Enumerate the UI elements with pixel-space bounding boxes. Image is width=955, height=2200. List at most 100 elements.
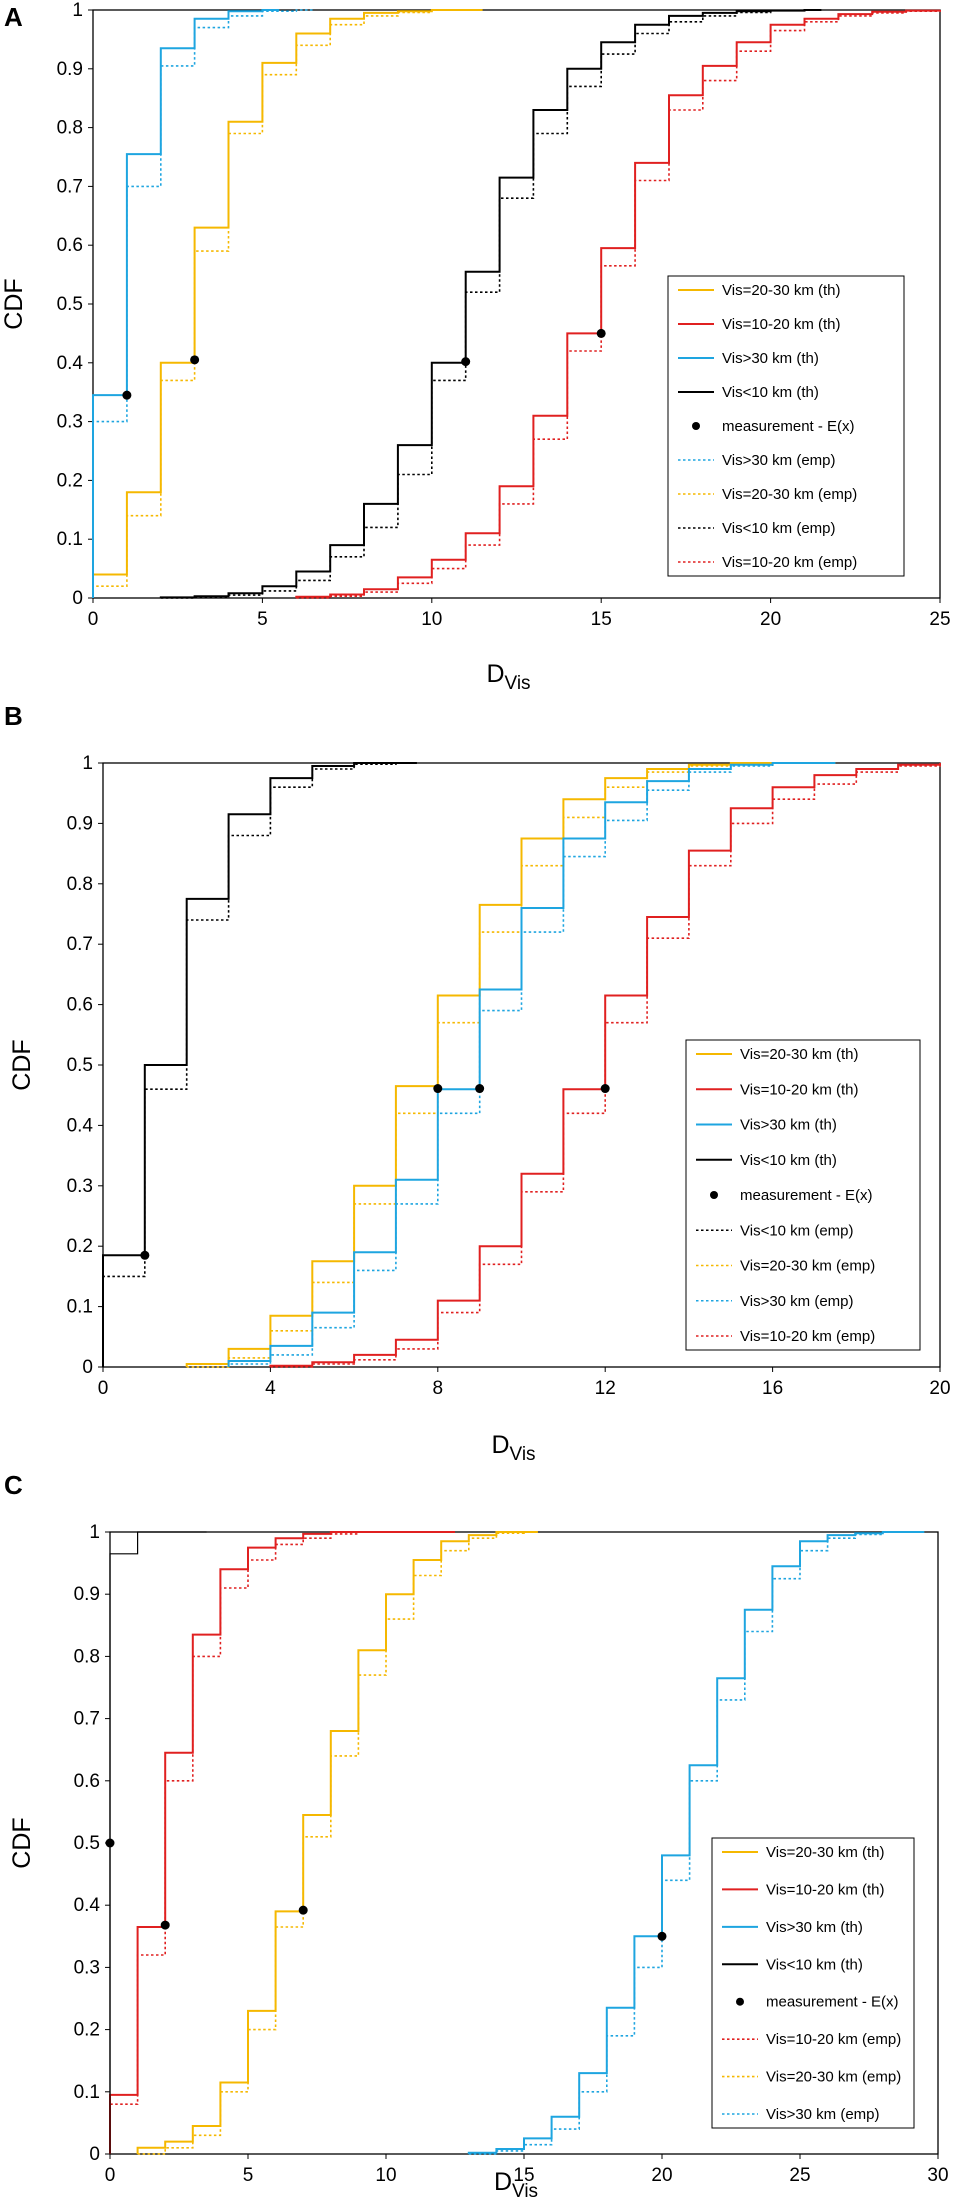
series-vis-20-30-km-th — [92, 9, 483, 598]
legend-label: Vis=10-20 km (th) — [722, 316, 841, 333]
y-tick-label: 0.5 — [57, 294, 83, 315]
measurement-point — [475, 1084, 485, 1094]
series-vis-20-30-km-emp — [186, 762, 836, 1368]
legend-label: Vis>30 km (emp) — [722, 452, 836, 469]
y-tick-label: 0.9 — [74, 1584, 100, 1605]
x-tick-label: 16 — [762, 1378, 783, 1399]
chart-panel-c: C00.10.20.30.40.50.60.70.80.910 5 10 15 20 25… — [4, 1470, 949, 2200]
y-tick-label: 1 — [82, 753, 93, 774]
legend-box — [685, 1039, 921, 1351]
series-vis-10-km-th — [109, 1531, 207, 2154]
y-tick-label: 0.8 — [67, 874, 93, 895]
y-tick-label: 0.3 — [57, 412, 83, 433]
legend-label: Vis<10 km (emp) — [740, 1222, 854, 1239]
legend-label: Vis=20-30 km (emp) — [766, 2069, 901, 2086]
x-axis-title-subscript: Vis — [510, 1444, 536, 1465]
y-tick-label: 0.9 — [67, 813, 93, 834]
y-tick-label: 1 — [89, 1522, 100, 1543]
measurement-point — [122, 390, 132, 400]
x-tick-label: 25 — [929, 609, 950, 630]
legend-label: Vis=10-20 km (emp) — [722, 554, 857, 571]
x-axis-title: DVis — [491, 1431, 535, 1465]
legend-label: Vis=20-30 km (th) — [740, 1046, 859, 1063]
x-tick-label: 20 — [651, 2165, 672, 2186]
y-tick-label: 0.6 — [74, 1771, 100, 1792]
y-tick-label: 0.2 — [67, 1236, 93, 1257]
measurement-point — [298, 1905, 308, 1915]
panel-letter: C — [4, 1470, 23, 1500]
series-vis-20-30-km-th — [136, 1531, 538, 2154]
legend-box — [711, 1837, 915, 2129]
legend-label: Vis<10 km (th) — [722, 384, 819, 401]
series-vis-30-km-th — [227, 762, 836, 1367]
y-tick-label: 0.7 — [57, 176, 83, 197]
y-tick-label: 0.3 — [67, 1176, 93, 1197]
y-tick-label: 0.2 — [74, 2020, 100, 2041]
series-vis-10-20-km-emp — [270, 763, 941, 1368]
x-tick-label: 10 — [421, 609, 442, 630]
legend-label: Vis<10 km (th) — [766, 1956, 863, 1973]
series-vis-20-30-km-emp — [92, 9, 483, 598]
y-tick-label: 0.9 — [57, 59, 83, 80]
x-tick-label: 20 — [929, 1378, 950, 1399]
y-axis-title: CDF — [0, 278, 28, 329]
legend-box — [667, 275, 905, 577]
x-tick-label: 4 — [265, 1378, 276, 1399]
y-tick-label: 0.4 — [74, 1895, 101, 1916]
x-tick-label: 5 — [257, 609, 268, 630]
measurement-point — [596, 328, 606, 338]
y-tick-label: 1 — [72, 0, 83, 21]
x-axis-title-subscript: Vis — [505, 673, 531, 694]
legend-label: Vis=20-30 km (emp) — [722, 486, 857, 503]
y-tick-label: 0.8 — [74, 1646, 100, 1667]
x-tick-label: 12 — [595, 1378, 616, 1399]
series-vis-10-20-km-th — [269, 763, 941, 1367]
measurement-point — [433, 1084, 443, 1094]
x-tick-label: 20 — [760, 609, 781, 630]
y-tick-label: 0.1 — [67, 1297, 93, 1318]
legend-label: Vis=10-20 km (emp) — [740, 1328, 875, 1345]
x-tick-label: 0 — [88, 609, 99, 630]
chart-panel-b: B 0 0.1 0.2 0.3 0.4 0.5 0.6 0.7 0.8 0.9 1 0 4 8 12 16 20 D… — [4, 701, 951, 1465]
series-vis-20-30-km-emp — [137, 1531, 538, 2155]
legend-label: Vis=10-20 km (emp) — [766, 2031, 901, 2048]
x-tick-label: 0 — [98, 1378, 109, 1399]
legend-label: Vis>30 km (th) — [766, 1919, 863, 1936]
y-tick-label: 0.4 — [67, 1115, 94, 1136]
measurement-point — [140, 1250, 150, 1260]
y-tick-label: 0.3 — [74, 1957, 100, 1978]
y-tick-label: 0.1 — [57, 529, 83, 550]
legend-label: Vis=20-30 km (th) — [722, 282, 841, 299]
x-tick-label: 5 — [243, 2165, 254, 2186]
series-vis-30-km-th — [467, 1531, 925, 2154]
chart-panel-a: A00.10.20.30.40.50.60.70.80.910 5 10 15 20 25… — [0, 0, 951, 694]
y-tick-label: 0.2 — [57, 470, 83, 491]
x-tick-label: 0 — [105, 2165, 116, 2186]
legend-label: Vis=10-20 km (th) — [740, 1081, 859, 1098]
x-tick-label: 8 — [433, 1378, 444, 1399]
x-tick-label: 25 — [789, 2165, 810, 2186]
legend-label: Vis>30 km (th) — [722, 350, 819, 367]
y-tick-label: 0 — [72, 588, 83, 609]
series-vis-10-20-km-th — [109, 1531, 455, 2154]
y-tick-label: 0.4 — [57, 353, 84, 374]
series-vis-10-km-th — [159, 9, 822, 599]
y-tick-label: 0.6 — [67, 995, 93, 1016]
series-vis-30-km-emp — [468, 1531, 925, 2155]
series-vis-20-30-km-th — [185, 762, 836, 1367]
legend-label: measurement - E(x) — [722, 418, 855, 435]
y-tick-label: 0.5 — [74, 1833, 100, 1854]
legend-marker-measurement — [736, 1997, 744, 2006]
x-axis-title-subscript: Vis — [512, 2181, 538, 2200]
panel-letter: B — [4, 701, 23, 731]
x-tick-label: 30 — [927, 2165, 948, 2186]
y-tick-label: 0.1 — [74, 2082, 100, 2103]
measurement-point — [190, 355, 200, 365]
x-tick-label: 10 — [375, 2165, 396, 2186]
x-tick-label: 15 — [591, 609, 612, 630]
y-tick-label: 0.7 — [67, 934, 93, 955]
y-tick-label: 0.8 — [57, 118, 83, 139]
measurement-point — [461, 357, 471, 367]
panel-letter: A — [4, 2, 23, 32]
